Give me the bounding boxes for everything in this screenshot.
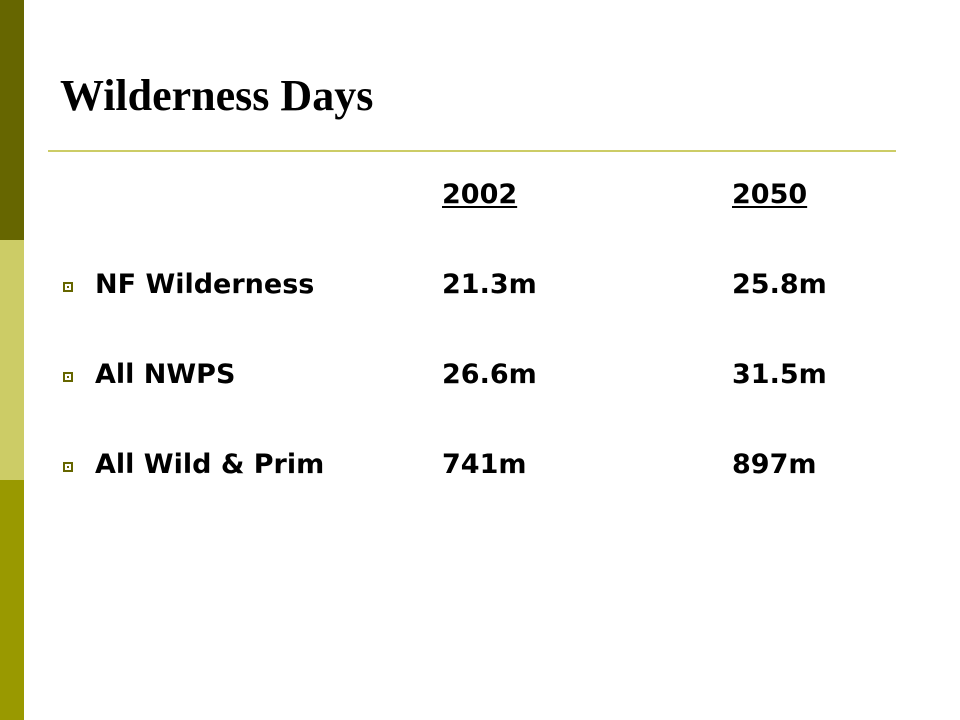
side-accent-bar-top xyxy=(0,0,24,240)
side-accent-bar-middle xyxy=(0,240,24,480)
side-accent-bar-bottom xyxy=(0,480,24,720)
row-value-2002: 741m xyxy=(442,449,527,480)
square-bullet-icon xyxy=(63,282,73,292)
square-bullet-icon xyxy=(63,372,73,382)
title-divider xyxy=(48,150,896,152)
square-bullet-icon xyxy=(63,462,73,472)
column-header-2050: 2050 xyxy=(732,179,808,210)
row-value-2002: 21.3m xyxy=(442,269,537,300)
column-header-2002: 2002 xyxy=(442,179,518,210)
row-value-2050: 25.8m xyxy=(732,269,827,300)
row-value-2050: 897m xyxy=(732,449,817,480)
row-value-2002: 26.6m xyxy=(442,359,537,390)
row-label: NF Wilderness xyxy=(95,269,315,300)
row-label: All Wild & Prim xyxy=(95,449,325,480)
slide-title: Wilderness Days xyxy=(60,71,374,120)
row-value-2050: 31.5m xyxy=(732,359,827,390)
row-label: All NWPS xyxy=(95,359,236,390)
